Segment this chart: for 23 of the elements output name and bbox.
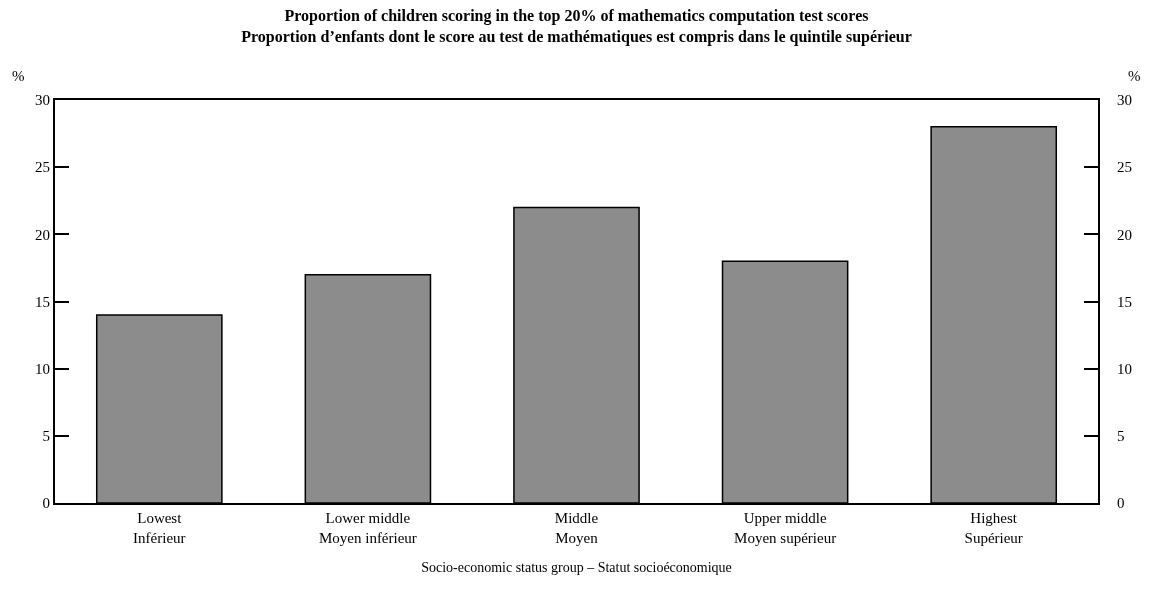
y-axis-title: % bbox=[12, 68, 25, 84]
y-tick-label: 5 bbox=[42, 428, 50, 445]
x-tick-label: Highest Supérieur bbox=[964, 510, 1023, 546]
y-tick-label: 0 bbox=[42, 495, 50, 512]
y2-tick-label: 30 bbox=[1117, 92, 1132, 109]
y2-tick-label: 20 bbox=[1117, 226, 1132, 243]
y-tick-label: 25 bbox=[35, 159, 50, 176]
x-tick-label: Lower middle Moyen inférieur bbox=[318, 510, 417, 546]
y-tick-label: 15 bbox=[35, 293, 50, 310]
x-tick-label: Middle Moyen bbox=[554, 510, 599, 546]
x-tick-label: Upper middle Moyen supérieur bbox=[734, 510, 837, 546]
y2-tick-label: 10 bbox=[1117, 360, 1132, 377]
y2-tick-label: 15 bbox=[1117, 293, 1132, 310]
y-tick-label: 20 bbox=[35, 226, 50, 243]
y2-tick-label: 0 bbox=[1117, 495, 1125, 512]
x-tick-label: Lowest Inférieur bbox=[133, 510, 186, 546]
y2-tick-label: 25 bbox=[1117, 159, 1132, 176]
y2-axis-title: % bbox=[1128, 68, 1141, 84]
y2-tick-label: 5 bbox=[1117, 428, 1125, 445]
y-tick-label: 30 bbox=[35, 92, 50, 109]
chart-title: Proportion of children scoring in the top 20% of mathematics computation test scores Proportion d’enfants dont le score au test de mathématiques est compris dans le quintile supérieur bbox=[241, 6, 912, 46]
x-axis-title: Socio-economic status group – Statut socioéconomique bbox=[421, 560, 732, 576]
y-tick-label: 10 bbox=[35, 360, 50, 377]
